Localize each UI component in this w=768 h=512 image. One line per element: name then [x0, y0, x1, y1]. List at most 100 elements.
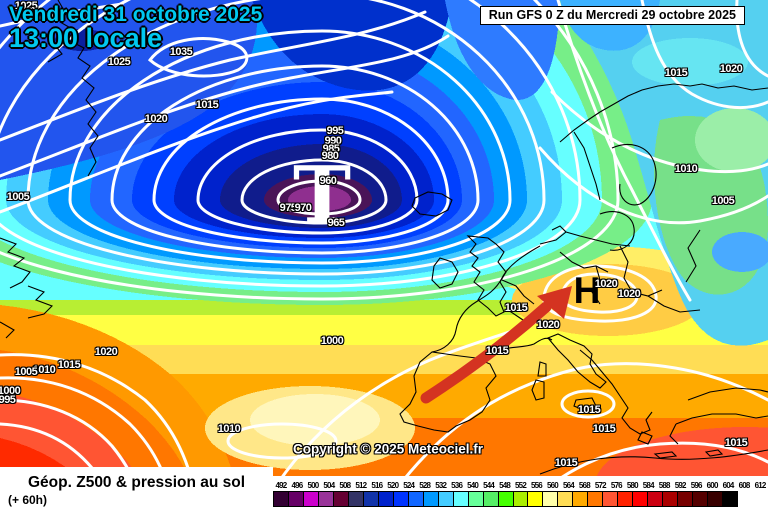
valid-date: Vendredi 31 octobre 2025: [9, 3, 263, 26]
pressure-label: 1035: [169, 46, 193, 58]
pressure-label: 995: [0, 394, 16, 406]
legend-color-cell: [407, 491, 424, 507]
legend-scale: 492 496 500 504 508 512 516 520 524 528 532 536 540 5…: [273, 476, 768, 512]
pressure-label: 995: [326, 125, 344, 137]
pressure-label: 1020: [94, 346, 118, 358]
legend-color-cell: [677, 491, 694, 507]
legend-value: 592: [674, 481, 687, 490]
legend-value: 492: [275, 481, 288, 490]
red-arrow: [420, 286, 572, 404]
legend-color-cell: [587, 491, 604, 507]
pressure-label: 1000: [0, 385, 21, 397]
legend-value: 508: [339, 481, 351, 490]
legend-value: 580: [626, 481, 639, 490]
legend-color-cell: [422, 491, 439, 507]
pressure-label: 1010: [217, 423, 241, 435]
legend-color-cell: [497, 491, 514, 507]
legend-value: 496: [291, 481, 303, 490]
pressure-label: 1020: [594, 278, 618, 290]
legend-value: 540: [467, 481, 479, 490]
valid-time: 13:00 locale: [9, 23, 163, 54]
legend-color-cell: [632, 491, 649, 507]
legend-color-cell: [377, 491, 394, 507]
legend-color-cell: [287, 491, 304, 507]
pressure-label: 1020: [536, 319, 560, 331]
legend-value: 516: [371, 481, 383, 490]
pressure-label: 960: [319, 175, 337, 187]
legend-color-cell: [273, 491, 289, 507]
pressure-label: 1025: [14, 0, 38, 12]
legend-color-cell: [557, 491, 574, 507]
pressure-label: 990: [324, 135, 342, 147]
legend-color-cell: [512, 491, 529, 507]
pressure-label: 1015: [485, 345, 509, 357]
legend-value: 564: [562, 481, 575, 490]
pressure-label: 1015: [57, 359, 81, 371]
legend-value: 576: [610, 481, 623, 490]
legend-value: 552: [515, 481, 527, 490]
legend-values-row: 492 496 500 504 508 512 516 520 524 528 532 536 540 5…: [273, 476, 768, 490]
legend-value: 536: [451, 481, 463, 490]
legend-color-cell: [707, 491, 724, 507]
pressure-label: 1000: [320, 335, 344, 347]
legend-color-cell: [362, 491, 379, 507]
pressure-label: 1015: [664, 67, 688, 79]
legend-value: 572: [594, 481, 607, 490]
pressure-label: 965: [327, 217, 345, 229]
legend-value: 568: [578, 481, 591, 490]
legend-color-cell: [647, 491, 664, 507]
legend-color-cell: [317, 491, 334, 507]
legend-value: 560: [546, 481, 559, 490]
pressure-label: 1020: [719, 63, 743, 75]
legend-value: 584: [642, 481, 655, 490]
legend-color-cell: [392, 491, 409, 507]
legend-color-cell: [572, 491, 589, 507]
legend-value: 524: [403, 481, 415, 490]
legend-value: 544: [483, 481, 495, 490]
legend-value: 532: [435, 481, 447, 490]
pressure-label: 1005: [711, 195, 735, 207]
legend-color-cell: [617, 491, 634, 507]
legend-color-cell: [332, 491, 349, 507]
map-title-box: Géop. Z500 & pression au sol (+ 60h): [0, 467, 273, 512]
legend-colors-row: [273, 491, 768, 508]
pressure-label: 1020: [617, 288, 641, 300]
legend-value: 548: [499, 481, 511, 490]
legend-value: 504: [323, 481, 335, 490]
forecast-offset: (+ 60h): [8, 493, 48, 507]
valid-date-block: Vendredi 31 octobre 2025 13:00 locale: [9, 4, 262, 53]
legend-value: 588: [658, 481, 671, 490]
pressure-label: 985: [322, 143, 340, 155]
legend-color-cell: [482, 491, 499, 507]
legend-color-cell: [692, 491, 709, 507]
pressure-label: 1005: [14, 366, 38, 378]
legend-value: 608: [738, 481, 751, 490]
legend-value: 600: [706, 481, 719, 490]
copyright-text: Copyright © 2025 Meteociel.fr: [293, 441, 483, 457]
pressure-label: 1015: [577, 404, 601, 416]
pressure-label: 1015: [195, 99, 219, 111]
legend-color-cell: [302, 491, 319, 507]
legend-value: 512: [355, 481, 367, 490]
pressure-label: 980: [321, 150, 339, 162]
model-run-info: Run GFS 0 Z du Mercredi 29 octobre 2025: [479, 6, 745, 25]
legend-value: 612: [754, 481, 767, 490]
legend-color-cell: [347, 491, 364, 507]
pressure-label: 1005: [6, 191, 30, 203]
legend-value: 596: [690, 481, 703, 490]
map-title: Géop. Z500 & pression au sol: [28, 474, 246, 491]
legend-color-cell: [542, 491, 559, 507]
pressure-label: 1015: [554, 457, 578, 469]
legend-value: 556: [531, 481, 543, 490]
legend-color-cell: [467, 491, 484, 507]
legend-color-cell: [722, 491, 739, 507]
pressure-label: 1015: [592, 423, 616, 435]
pressure-label: 1010: [32, 364, 56, 376]
legend-color-cell: [602, 491, 619, 507]
legend-color-cell: [452, 491, 469, 507]
pressure-label: 1020: [144, 113, 168, 125]
pressure-label: 1015: [504, 302, 528, 314]
